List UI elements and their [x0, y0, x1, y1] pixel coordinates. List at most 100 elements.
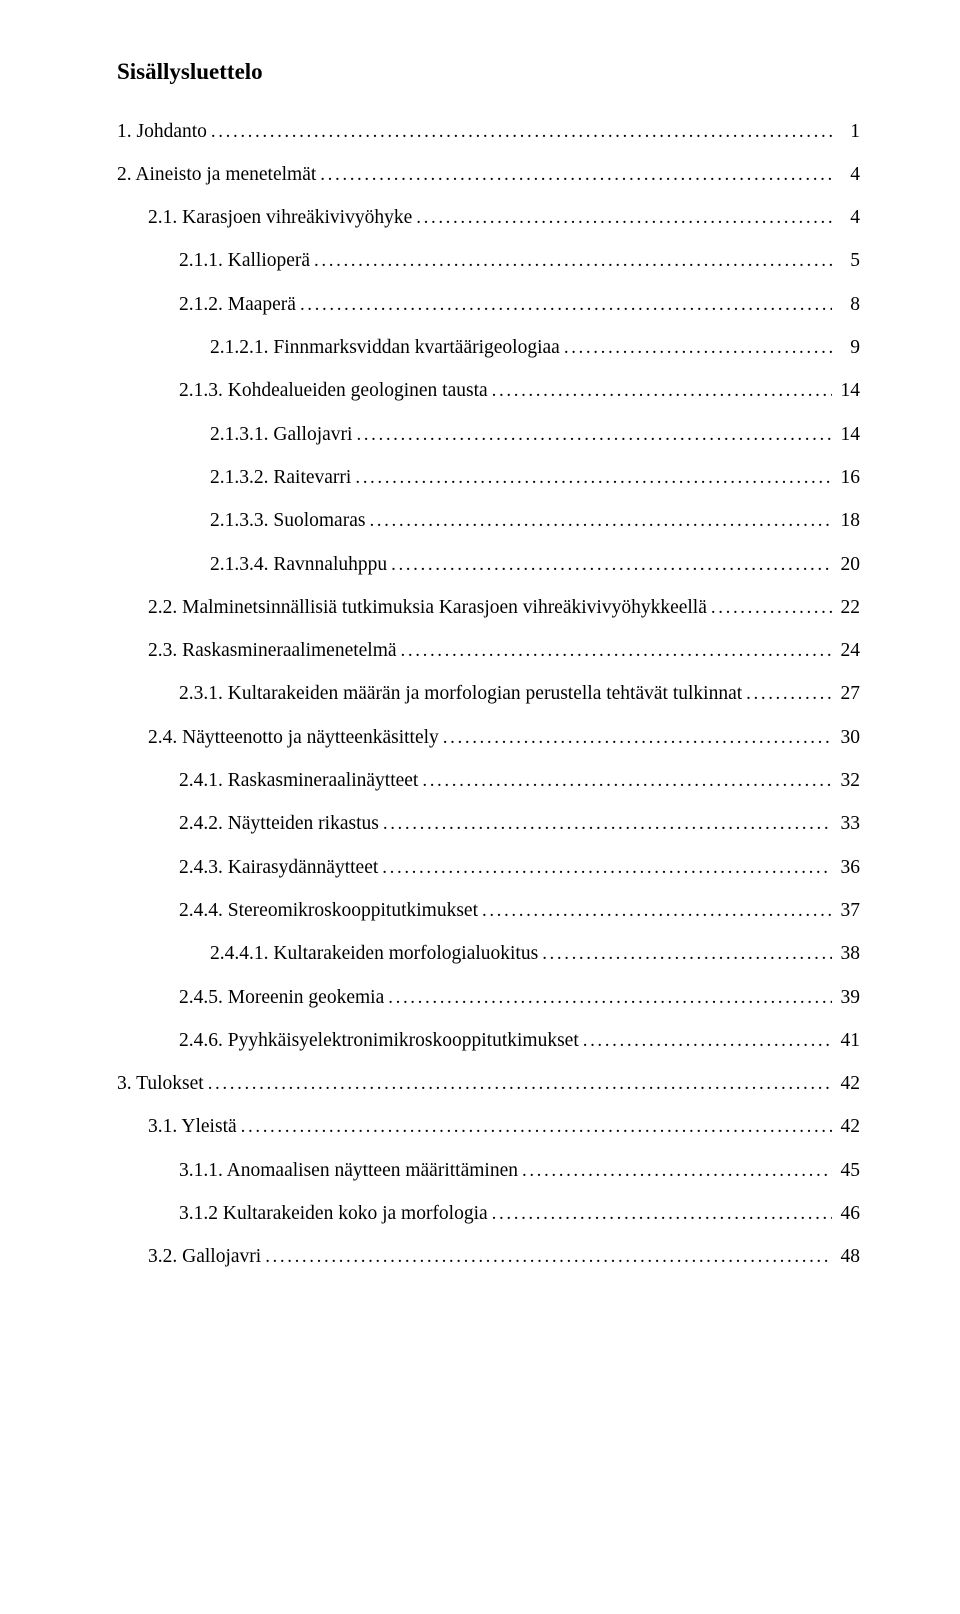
toc-entry-label: 2.2. Malminetsinnällisiä tutkimuksia Kar…	[148, 596, 707, 619]
toc-entry-label: 2.4.5. Moreenin geokemia	[179, 986, 384, 1009]
toc-entry: 2.4.1. Raskasmineraalinäytteet 32	[179, 769, 860, 793]
toc-entry: 2.4.4.1. Kultarakeiden morfologialuokitu…	[210, 942, 860, 966]
toc-entry-page: 39	[836, 986, 860, 1009]
toc-entry-page: 42	[836, 1115, 860, 1138]
toc-entry-label: 2.1.1. Kallioperä	[179, 249, 310, 272]
toc-entry-leader	[416, 207, 832, 230]
toc-entry-leader	[422, 770, 832, 793]
toc-entry-page: 18	[836, 509, 860, 532]
toc-entry-label: 2.4.2. Näytteiden rikastus	[179, 812, 379, 835]
toc-entry-label: 2.1.3.2. Raitevarri	[210, 466, 351, 489]
toc-entry: 2.1.3. Kohdealueiden geologinen tausta 14	[179, 379, 860, 403]
toc-entry-page: 1	[836, 120, 860, 143]
toc-entry-page: 16	[836, 466, 860, 489]
toc-entry-label: 2.4.4. Stereomikroskooppitutkimukset	[179, 899, 478, 922]
toc-entry: 3.1. Yleistä 42	[148, 1115, 860, 1139]
toc-entry: 2.2. Malminetsinnällisiä tutkimuksia Kar…	[148, 596, 860, 620]
toc-entry-leader	[492, 380, 832, 403]
toc-entry-leader	[320, 164, 832, 187]
toc-entry-leader	[355, 467, 832, 490]
toc-entry-label: 2.1.2. Maaperä	[179, 293, 296, 316]
toc-entry-page: 33	[836, 812, 860, 835]
toc-entry-leader	[542, 943, 832, 966]
toc-entry: 3.1.1. Anomaalisen näytteen määrittämine…	[179, 1159, 860, 1183]
toc-entry-page: 24	[836, 639, 860, 662]
toc-entry-label: 2.1.2.1. Finnmarksviddan kvartäärigeolog…	[210, 336, 560, 359]
toc-entry: 2.4. Näytteenotto ja näytteenkäsittely 30	[148, 726, 860, 750]
toc-entry-page: 27	[836, 682, 860, 705]
toc-entry-leader	[564, 337, 832, 360]
toc-entry-leader	[522, 1160, 832, 1183]
toc-entry-label: 1. Johdanto	[117, 120, 207, 143]
toc-entry-page: 14	[836, 423, 860, 446]
toc-entry-page: 48	[836, 1245, 860, 1268]
toc-entry-page: 30	[836, 726, 860, 749]
toc-entry: 2.1.2.1. Finnmarksviddan kvartäärigeolog…	[210, 336, 860, 360]
toc-entry-leader	[383, 813, 832, 836]
toc-entry-label: 3. Tulokset	[117, 1072, 204, 1095]
toc-entry-label: 3.1. Yleistä	[148, 1115, 237, 1138]
toc-entry-page: 9	[836, 336, 860, 359]
toc-entry: 2.4.6. Pyyhkäisyelektronimikroskooppitut…	[179, 1029, 860, 1053]
toc-entry: 2.1.3.1. Gallojavri 14	[210, 423, 860, 447]
toc-entry: 3.2. Gallojavri 48	[148, 1245, 860, 1269]
toc-entry-page: 8	[836, 293, 860, 316]
toc-entry-leader	[208, 1073, 832, 1096]
toc-entry-leader	[746, 683, 832, 706]
toc-entry-label: 2.1. Karasjoen vihreäkivivyöhyke	[148, 206, 412, 229]
toc-entry-leader	[401, 640, 832, 663]
toc-entry-leader	[711, 597, 832, 620]
toc-entry-label: 2.1.3.3. Suolomaras	[210, 509, 365, 532]
toc-entry-label: 2.1.3. Kohdealueiden geologinen tausta	[179, 379, 488, 402]
toc-entry: 2.4.2. Näytteiden rikastus 33	[179, 812, 860, 836]
toc-entry-page: 46	[836, 1202, 860, 1225]
toc-entry-leader	[492, 1203, 832, 1226]
toc-entry-page: 14	[836, 379, 860, 402]
toc-entry: 2. Aineisto ja menetelmät4	[117, 163, 860, 187]
toc-title: Sisällysluettelo	[117, 58, 860, 86]
toc-entry-leader	[482, 900, 832, 923]
toc-entry: 2.1. Karasjoen vihreäkivivyöhyke 4	[148, 206, 860, 230]
toc-entry-leader	[241, 1116, 832, 1139]
toc-entry-page: 38	[836, 942, 860, 965]
toc-entry-leader	[369, 510, 832, 533]
toc-entry-label: 3.2. Gallojavri	[148, 1245, 261, 1268]
toc-entry-label: 2.1.3.4. Ravnnaluhppu	[210, 553, 387, 576]
toc-entry-leader	[382, 857, 832, 880]
toc-entry: 2.4.4. Stereomikroskooppitutkimukset 37	[179, 899, 860, 923]
toc-entry-page: 20	[836, 553, 860, 576]
toc-entry-label: 2.4.1. Raskasmineraalinäytteet	[179, 769, 418, 792]
toc-entry-page: 42	[836, 1072, 860, 1095]
toc-entry-leader	[356, 424, 832, 447]
toc-entry: 2.1.3.2. Raitevarri 16	[210, 466, 860, 490]
toc-entry-label: 2.3.1. Kultarakeiden määrän ja morfologi…	[179, 682, 742, 705]
toc-entry-label: 2.4.3. Kairasydännäytteet	[179, 856, 378, 879]
toc-entry: 2.1.3.4. Ravnnaluhppu 20	[210, 553, 860, 577]
toc-entry-leader	[583, 1030, 832, 1053]
toc-entry-label: 2.4.4.1. Kultarakeiden morfologialuokitu…	[210, 942, 538, 965]
toc-container: 1. Johdanto12. Aineisto ja menetelmät42.…	[117, 120, 860, 1270]
toc-entry-label: 3.1.1. Anomaalisen näytteen määrittämine…	[179, 1159, 518, 1182]
toc-entry-page: 5	[836, 249, 860, 272]
toc-entry: 2.3.1. Kultarakeiden määrän ja morfologi…	[179, 682, 860, 706]
toc-entry-page: 41	[836, 1029, 860, 1052]
toc-entry: 2.3. Raskasmineraalimenetelmä24	[148, 639, 860, 663]
toc-entry-page: 37	[836, 899, 860, 922]
toc-entry-label: 3.1.2 Kultarakeiden koko ja morfologia	[179, 1202, 488, 1225]
toc-entry: 1. Johdanto 1	[117, 120, 860, 144]
toc-entry-page: 22	[836, 596, 860, 619]
toc-entry-leader	[443, 727, 832, 750]
toc-entry-label: 2.1.3.1. Gallojavri	[210, 423, 352, 446]
toc-entry-page: 32	[836, 769, 860, 792]
toc-entry-leader	[314, 250, 832, 273]
toc-entry: 2.1.1. Kallioperä 5	[179, 249, 860, 273]
toc-entry-label: 2. Aineisto ja menetelmät	[117, 163, 316, 186]
toc-entry-leader	[300, 294, 832, 317]
toc-entry-page: 36	[836, 856, 860, 879]
toc-entry: 3.1.2 Kultarakeiden koko ja morfologia 46	[179, 1202, 860, 1226]
toc-entry: 2.4.3. Kairasydännäytteet 36	[179, 856, 860, 880]
toc-entry-page: 4	[836, 206, 860, 229]
toc-entry-label: 2.4. Näytteenotto ja näytteenkäsittely	[148, 726, 439, 749]
toc-entry: 2.4.5. Moreenin geokemia 39	[179, 986, 860, 1010]
toc-entry-label: 2.4.6. Pyyhkäisyelektronimikroskooppitut…	[179, 1029, 579, 1052]
